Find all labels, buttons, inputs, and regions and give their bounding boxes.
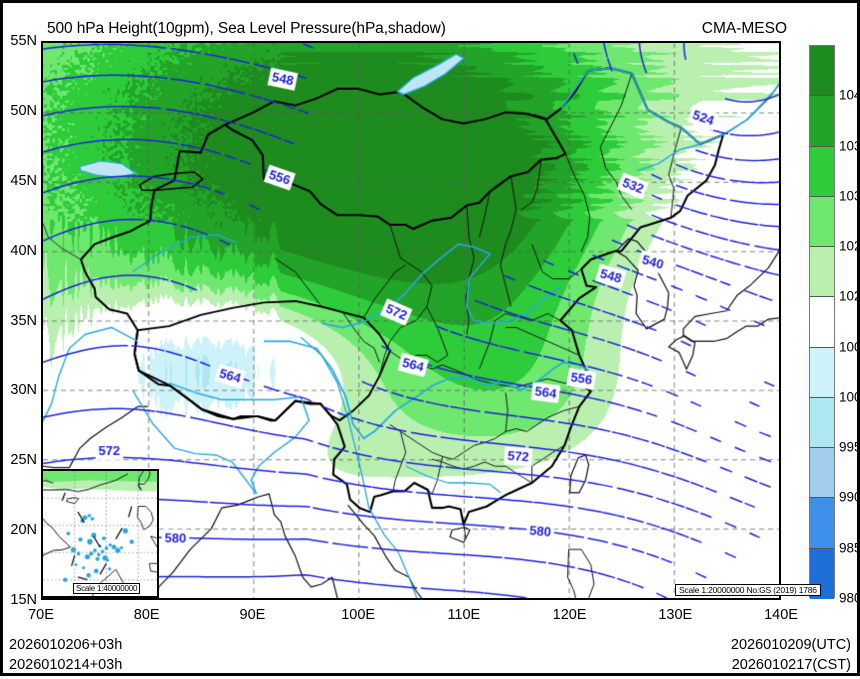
colorbar-band-0 [810, 46, 834, 97]
map-canvas [43, 43, 779, 598]
colorbar-band-7 [810, 397, 834, 449]
y-tick-15N: 15N [10, 592, 37, 608]
colorbar-label-1025: 1025 [839, 238, 860, 254]
y-tick-50N: 50N [10, 102, 37, 119]
x-tick-130E: 130E [658, 607, 693, 623]
y-tick-30N: 30N [10, 382, 37, 399]
y-tick-45N: 45N [10, 172, 37, 189]
footer-init-time-cst: 2026010214+03h [9, 657, 123, 673]
map-scale-label: Scale 1:20000000 No:GS (2019) 1786 [675, 584, 821, 596]
x-tick-120E: 120E [552, 607, 587, 623]
y-axis-ticks: 15N 20N 25N 30N 35N 40N 45N 50N 55N [3, 3, 39, 679]
map-plot-area[interactable] [41, 41, 781, 600]
colorbar[interactable] [809, 45, 835, 599]
colorbar-band-9 [810, 498, 834, 549]
colorbar-band-2 [810, 146, 834, 197]
colorbar-label-1020: 1020 [839, 288, 860, 304]
x-tick-100E: 100E [341, 607, 376, 623]
y-tick-20N: 20N [10, 522, 37, 539]
inset-scale-label: Scale 1:40000000 [73, 583, 141, 594]
colorbar-band-1 [810, 96, 834, 147]
model-name-label: CMA-MESO [701, 20, 787, 37]
colorbar-label-995: 995 [839, 439, 860, 455]
colorbar-label-1040: 1040 [839, 87, 860, 103]
colorbar-label-990: 990 [839, 489, 860, 505]
inset-map-canvas [43, 471, 157, 596]
x-tick-80E: 80E [133, 607, 160, 623]
colorbar-label-980: 980 [839, 590, 860, 606]
colorbar-label-1000: 1000 [839, 389, 860, 405]
y-tick-35N: 35N [10, 312, 37, 329]
page-title: 500 hPa Height(10gpm), Sea Level Pressur… [47, 20, 446, 37]
footer-init-time-utc: 2026010206+03h [9, 637, 123, 653]
inset-map-south-china-sea[interactable]: Scale 1:40000000 [41, 469, 159, 598]
x-tick-110E: 110E [447, 607, 481, 623]
colorbar-band-8 [810, 448, 834, 499]
colorbar-label-985: 985 [839, 540, 860, 556]
footer-valid-time-utc: 2026010209(UTC) [730, 637, 851, 653]
x-tick-90E: 90E [239, 607, 266, 623]
colorbar-band-3 [810, 196, 834, 248]
colorbar-band-4 [810, 247, 834, 298]
colorbar-tick-labels: 1040 1035 1030 1025 1020 1005 1000 995 990 985 980 [839, 45, 860, 606]
footer-valid-time-cst: 2026010217(CST) [731, 657, 851, 673]
colorbar-label-1030: 1030 [839, 188, 860, 204]
x-tick-70E: 70E [28, 607, 54, 623]
y-tick-40N: 40N [10, 242, 37, 259]
y-tick-25N: 25N [10, 452, 37, 469]
colorbar-band-6 [810, 347, 834, 398]
colorbar-label-1035: 1035 [839, 138, 860, 154]
colorbar-label-1005: 1005 [839, 339, 860, 355]
colorbar-band-5 [810, 297, 834, 348]
x-tick-140E: 140E [764, 607, 798, 623]
y-tick-55N: 55N [10, 33, 37, 49]
